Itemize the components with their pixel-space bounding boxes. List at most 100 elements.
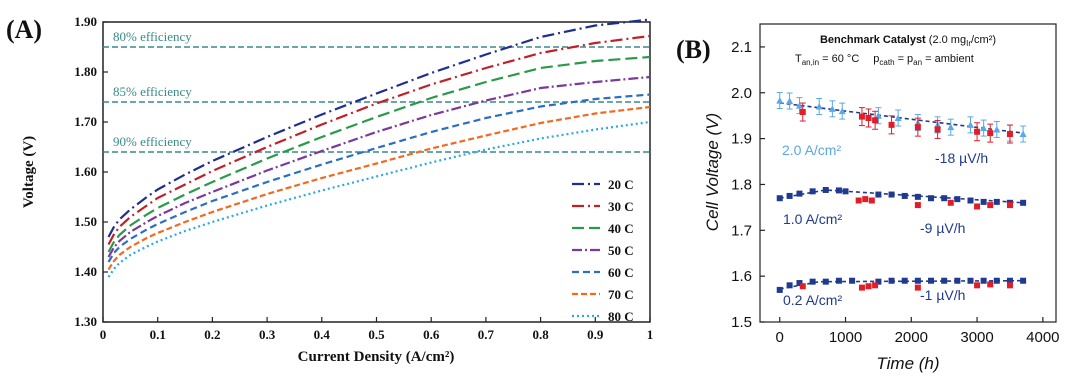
- panel-a-x-tick-label: 0.2: [204, 327, 220, 342]
- panel-a-reference-label: 80% efficiency: [113, 29, 192, 44]
- panel-a-ticks: 0 0.1 0.2 0.3 0.4 0.5 0.6 0.7 0.8 0.9 1 1.30 1.40 1.5…: [74, 14, 653, 342]
- panel-b-y-axis-label: Cell Voltage (V): [703, 113, 722, 231]
- panel-b-data-point: [799, 283, 806, 290]
- panel-b-plot-frame: [759, 23, 1057, 323]
- panel-a-x-tick-label: 0.9: [587, 327, 604, 342]
- panel-b-x-tick-label: 1000: [829, 329, 862, 346]
- panel-b-data-point: [786, 192, 793, 199]
- panel-b-data-point: [914, 193, 921, 200]
- panel-b-data-point: [1006, 131, 1013, 138]
- panel-b-p2-sub: an: [913, 58, 922, 67]
- panel-b-y-tick-label: 2.0: [731, 85, 752, 102]
- panel-b-p1: p: [873, 53, 879, 65]
- panel-b-data-point: [796, 280, 803, 287]
- panel-a-legend-label: 70 C: [608, 287, 634, 302]
- panel-b: (B) 0 1000 2000 3000 4000 1.5 1.6 1.7 1.8 1.9 2.0 2…: [676, 23, 1060, 373]
- panel-b-data-point: [934, 126, 941, 133]
- panel-a-x-tick-label: 0.3: [259, 327, 276, 342]
- panel-a-y-tick-label: 1.80: [74, 64, 97, 79]
- panel-b-data-point: [980, 198, 987, 205]
- panel-b-data-point: [1020, 199, 1027, 206]
- panel-b-degradation-rate-label: -9 µV/h: [920, 220, 965, 236]
- panel-b-title: Benchmark Catalyst (2.0 mgIr/cm²): [820, 34, 996, 48]
- panel-b-data-point: [941, 195, 948, 202]
- panel-a-x-axis-label: Current Density (A/cm²): [298, 349, 455, 365]
- panel-a-series-line: [107, 55, 651, 253]
- panel-a-x-tick-label: 0.7: [478, 327, 495, 342]
- panel-b-data-point: [888, 191, 895, 198]
- panel-a-legend-label: 30 C: [608, 199, 634, 214]
- panel-a-x-tick-label: 0.6: [423, 327, 440, 342]
- panel-b-data-point: [974, 128, 981, 135]
- panel-b-data-point: [809, 278, 816, 285]
- panel-b-data-point: [914, 202, 921, 209]
- panel-b-title-rest: (2.0 mg: [926, 34, 966, 46]
- panel-b-data: 2.0 A/cm² -18 µV/h 1.0 A/cm² -9 µV/h 0.2 A/c…: [776, 92, 1027, 308]
- panel-a-series-line: [107, 105, 651, 271]
- panel-a-y-tick-label: 1.30: [74, 314, 97, 329]
- panel-b-y-tick-label: 1.8: [731, 176, 752, 193]
- panel-b-data-point: [928, 277, 935, 284]
- panel-b-eq: = p: [895, 53, 914, 65]
- panel-b-data-point: [947, 199, 954, 206]
- panel-b-data-point: [974, 203, 981, 210]
- panel-b-temp-val: = 60 °C: [819, 53, 859, 65]
- panel-b-data-point: [872, 282, 879, 289]
- panel-a-legend: 20 C 30 C 40 C 50 C 60 C 70 C 80 C: [572, 177, 634, 324]
- panel-b-trend-line: [779, 102, 1024, 134]
- panel-b-y-tick-label: 1.7: [731, 222, 752, 239]
- panel-b-current-density-label: 1.0 A/cm²: [783, 211, 842, 227]
- panel-b-data-point: [858, 113, 865, 120]
- panel-b-data-point: [872, 117, 879, 124]
- panel-b-label: (B): [676, 35, 711, 64]
- panel-a-y-axis-label: Voltage (V): [21, 136, 37, 208]
- panel-a-x-tick-label: 1: [647, 327, 654, 342]
- panel-a-reference-label: 85% efficiency: [113, 84, 192, 99]
- panel-b-data-point: [776, 195, 783, 202]
- panel-a-y-tick-label: 1.50: [74, 214, 97, 229]
- panel-a-x-tick-label: 0: [100, 327, 107, 342]
- panel-b-current-density-label: 2.0 A/cm²: [782, 142, 841, 158]
- panel-b-data-point: [1006, 282, 1013, 289]
- panel-b-data-point: [1020, 277, 1027, 284]
- panel-b-data-point: [842, 188, 849, 195]
- panel-b-x-tick-label: 2000: [895, 329, 928, 346]
- panel-a-x-tick-label: 0.5: [368, 327, 385, 342]
- panel-b-data-point: [858, 284, 865, 291]
- panel-b-data-point: [914, 277, 921, 284]
- panel-b-data-point: [776, 286, 783, 293]
- panel-b-data-point: [987, 130, 994, 137]
- panel-b-data-point: [865, 283, 872, 290]
- panel-b-data-point: [822, 278, 829, 285]
- panel-b-data-point: [1006, 277, 1013, 284]
- panel-b-data-point: [865, 114, 872, 121]
- panel-a-legend-label: 60 C: [608, 265, 634, 280]
- panel-b-title-sub: Ir: [966, 39, 971, 48]
- panel-b-data-point: [786, 282, 793, 289]
- panel-b-data-point: [796, 190, 803, 197]
- panel-b-data-point: [966, 121, 974, 128]
- panel-b-data-point: [901, 277, 908, 284]
- panel-b-data-point: [888, 121, 895, 128]
- panel-b-y-tick-label: 2.1: [731, 39, 752, 56]
- panel-b-title-end: /cm²): [971, 34, 996, 46]
- panel-a-y-tick-label: 1.60: [74, 164, 97, 179]
- panel-b-data-point: [1006, 202, 1013, 209]
- panel-a-series-line: [107, 93, 651, 263]
- panel-b-data-point: [776, 97, 784, 104]
- panel-b-data-point: [795, 102, 803, 109]
- panel-b-current-density-label: 0.2 A/cm²: [783, 292, 842, 308]
- panel-b-y-tick-label: 1.6: [731, 268, 752, 285]
- panel-a-series-line: [107, 18, 651, 238]
- panel-b-title-bold: Benchmark Catalyst: [820, 34, 926, 46]
- panel-b-data-point: [809, 188, 816, 195]
- panel-b-data-point: [974, 282, 981, 289]
- panel-b-data-point: [855, 197, 862, 204]
- panel-b-data-point: [993, 125, 1001, 133]
- panel-b-y-tick-label: 1.5: [731, 314, 752, 331]
- panel-a-x-tick-label: 0.1: [150, 327, 166, 342]
- panel-b-data-point: [987, 202, 994, 209]
- panel-b-data-point: [980, 277, 987, 284]
- panel-b-data-point: [835, 277, 842, 284]
